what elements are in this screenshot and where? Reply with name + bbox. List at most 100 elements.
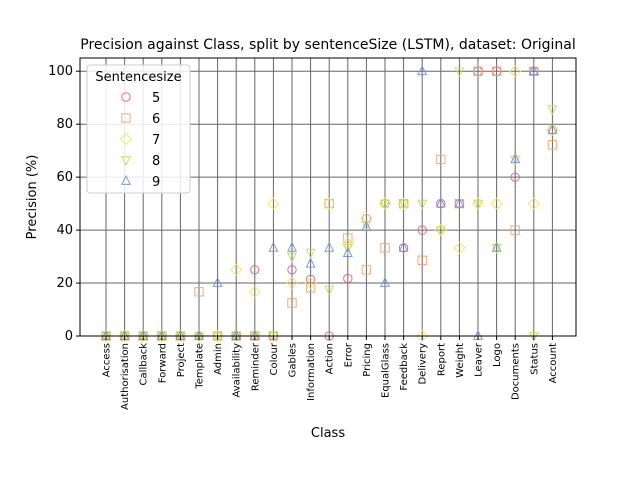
point-sentencesize-8 [510, 155, 521, 166]
point-sentencesize-9 [286, 241, 298, 252]
point-sentencesize-8 [119, 332, 130, 343]
point-sentencesize-7 [267, 197, 280, 210]
point-sentencesize-6 [473, 66, 483, 76]
point-sentencesize-9 [268, 241, 279, 252]
point-sentencesize-9 [510, 153, 521, 164]
point-sentencesize-9 [417, 65, 428, 76]
x-axis-label: Class [311, 426, 345, 441]
point-sentencesize-8 [398, 199, 409, 210]
point-sentencesize-9 [305, 257, 316, 268]
point-sentencesize-6 [287, 298, 297, 308]
legend-label-9: 9 [152, 175, 160, 190]
x-tick-label: Action [325, 343, 336, 374]
point-sentencesize-6 [417, 255, 427, 265]
x-axis: Access Authorisation Callback Forward Projec… [102, 336, 559, 410]
point-sentencesize-8 [212, 332, 223, 343]
point-sentencesize-7 [416, 329, 429, 343]
point-sentencesize-9 [212, 276, 223, 287]
point-sentencesize-9 [491, 241, 502, 252]
y-axis-label: Precision (%) [25, 155, 40, 240]
point-sentencesize-8 [528, 332, 539, 343]
point-sentencesize-8 [156, 332, 167, 343]
point-sentencesize-9 [324, 241, 335, 252]
x-tick-label: Report [436, 343, 447, 376]
x-tick-label: Admin [213, 343, 224, 375]
x-tick-label: Weight [455, 343, 466, 378]
point-sentencesize-7 [527, 197, 540, 210]
point-sentencesize-6 [343, 233, 353, 243]
point-sentencesize-6 [436, 154, 446, 165]
point-sentencesize-8 [231, 332, 242, 343]
point-sentencesize-6 [361, 265, 372, 275]
point-sentencesize-9 [435, 197, 446, 208]
point-sentencesize-8 [454, 67, 465, 78]
x-tick-label: Documents [511, 343, 522, 400]
x-tick-label: Forward [157, 343, 168, 383]
point-sentencesize-8 [342, 243, 353, 254]
y-tick-label: 100 [48, 64, 73, 79]
point-sentencesize-8 [175, 332, 186, 343]
legend-label-7: 7 [152, 133, 160, 148]
point-sentencesize-7 [304, 276, 317, 290]
point-sentencesize-6 [324, 198, 334, 209]
point-sentencesize-5 [510, 172, 520, 182]
point-sentencesize-5 [287, 265, 297, 275]
legend-marker-8 [120, 156, 132, 167]
point-sentencesize-7 [490, 197, 503, 210]
legend-label-6: 6 [152, 112, 160, 127]
point-sentencesize-7 [546, 123, 559, 137]
point-sentencesize-6 [380, 243, 390, 253]
legend-marker-7 [119, 132, 133, 146]
point-sentencesize-6 [194, 287, 204, 297]
y-axis: 0 20 40 60 80 100 [48, 64, 80, 344]
x-tick-label: Colour [269, 342, 280, 375]
point-sentencesize-8 [193, 332, 205, 343]
point-sentencesize-8 [379, 199, 391, 210]
x-tick-label: Pricing [362, 343, 373, 377]
x-tick-label: EqualGlass [381, 343, 392, 398]
x-tick-label: Information [306, 343, 317, 401]
y-tick-label: 0 [65, 329, 73, 344]
x-tick-label: Reminder [250, 342, 261, 391]
point-sentencesize-8 [138, 332, 149, 343]
y-tick-label: 40 [56, 223, 73, 238]
x-tick-label: Error [343, 342, 354, 367]
point-sentencesize-5 [343, 273, 353, 284]
x-tick-label: Status [529, 343, 540, 375]
point-sentencesize-8 [249, 332, 260, 343]
x-tick-label: Project [176, 343, 187, 377]
point-sentencesize-8 [324, 285, 335, 296]
plot-frame [79, 57, 577, 337]
legend: Sentencesize 5 6 7 8 9 [86, 64, 191, 194]
legend-label-8: 8 [152, 154, 160, 169]
point-sentencesize-9 [454, 197, 465, 208]
x-tick-label: Gables [288, 343, 299, 377]
point-sentencesize-7 [285, 276, 299, 290]
point-sentencesize-6 [510, 225, 520, 235]
point-sentencesize-8 [472, 199, 484, 210]
y-tick-label: 60 [56, 170, 73, 185]
x-tick-label: Access [102, 343, 113, 377]
legend-box [86, 64, 191, 194]
point-sentencesize-5 [417, 225, 427, 235]
point-sentencesize-8 [547, 105, 558, 116]
point-sentencesize-6 [491, 66, 502, 76]
point-sentencesize-9 [361, 220, 372, 231]
y-tick-label: 80 [56, 117, 73, 132]
point-sentencesize-8 [100, 332, 112, 343]
point-sentencesize-6 [305, 283, 316, 293]
point-sentencesize-8 [435, 226, 446, 237]
x-tick-label: Authorisation [120, 343, 131, 410]
x-tick-label: Callback [139, 343, 150, 386]
point-sentencesize-8 [305, 248, 316, 259]
legend-marker-6 [121, 113, 131, 123]
point-sentencesize-9 [398, 241, 409, 252]
legend-marker-5 [121, 92, 131, 102]
point-sentencesize-8 [417, 199, 428, 210]
x-tick-label: Account [548, 343, 559, 383]
chart-title: Precision against Class, split by senten… [80, 37, 576, 53]
legend-label-5: 5 [152, 91, 160, 106]
point-sentencesize-6 [547, 140, 558, 150]
point-sentencesize-9 [528, 65, 539, 76]
